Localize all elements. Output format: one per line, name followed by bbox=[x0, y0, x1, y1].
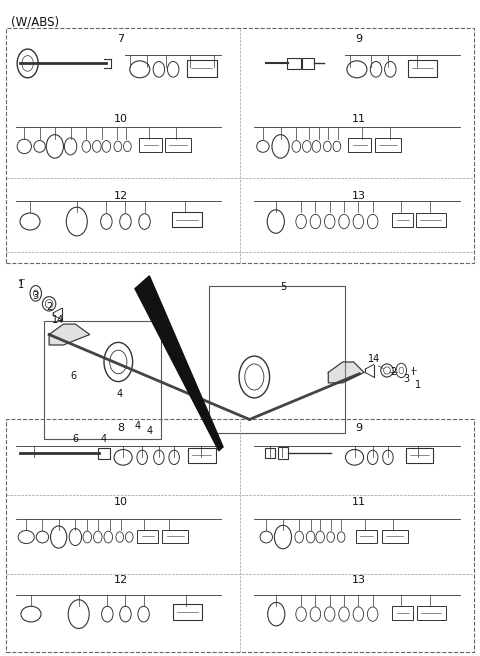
Text: 7: 7 bbox=[117, 34, 124, 44]
Bar bbox=[98, 448, 110, 459]
Text: 4: 4 bbox=[117, 388, 123, 399]
Text: 11: 11 bbox=[352, 113, 366, 124]
Polygon shape bbox=[328, 362, 364, 383]
Text: 13: 13 bbox=[352, 191, 366, 201]
Text: 5: 5 bbox=[280, 282, 286, 292]
Text: 4: 4 bbox=[134, 421, 141, 431]
Polygon shape bbox=[49, 324, 90, 345]
Text: 2: 2 bbox=[391, 367, 397, 377]
Text: 6: 6 bbox=[72, 434, 78, 443]
Text: 1: 1 bbox=[18, 279, 24, 289]
Text: 3: 3 bbox=[403, 373, 409, 384]
Text: 1: 1 bbox=[415, 380, 421, 390]
Bar bbox=[302, 58, 314, 70]
Text: 14: 14 bbox=[51, 316, 64, 325]
Text: 6: 6 bbox=[71, 371, 77, 381]
Text: 12: 12 bbox=[114, 191, 128, 201]
Text: (W/ABS): (W/ABS) bbox=[11, 16, 59, 29]
Text: 4: 4 bbox=[101, 434, 107, 443]
Text: 14: 14 bbox=[369, 354, 381, 364]
Text: 8: 8 bbox=[117, 423, 124, 434]
Text: 3: 3 bbox=[33, 291, 39, 300]
Text: 9: 9 bbox=[356, 423, 363, 434]
Text: 2: 2 bbox=[46, 302, 52, 312]
Text: 10: 10 bbox=[114, 113, 128, 124]
Text: 12: 12 bbox=[114, 575, 128, 585]
Bar bbox=[278, 447, 288, 459]
Text: 13: 13 bbox=[352, 575, 366, 585]
Text: 9: 9 bbox=[356, 34, 363, 44]
Text: 11: 11 bbox=[352, 497, 366, 506]
Polygon shape bbox=[135, 276, 223, 451]
Bar bbox=[265, 447, 276, 458]
Text: 10: 10 bbox=[114, 497, 128, 506]
Bar bbox=[287, 58, 301, 69]
Text: 4: 4 bbox=[146, 426, 152, 436]
